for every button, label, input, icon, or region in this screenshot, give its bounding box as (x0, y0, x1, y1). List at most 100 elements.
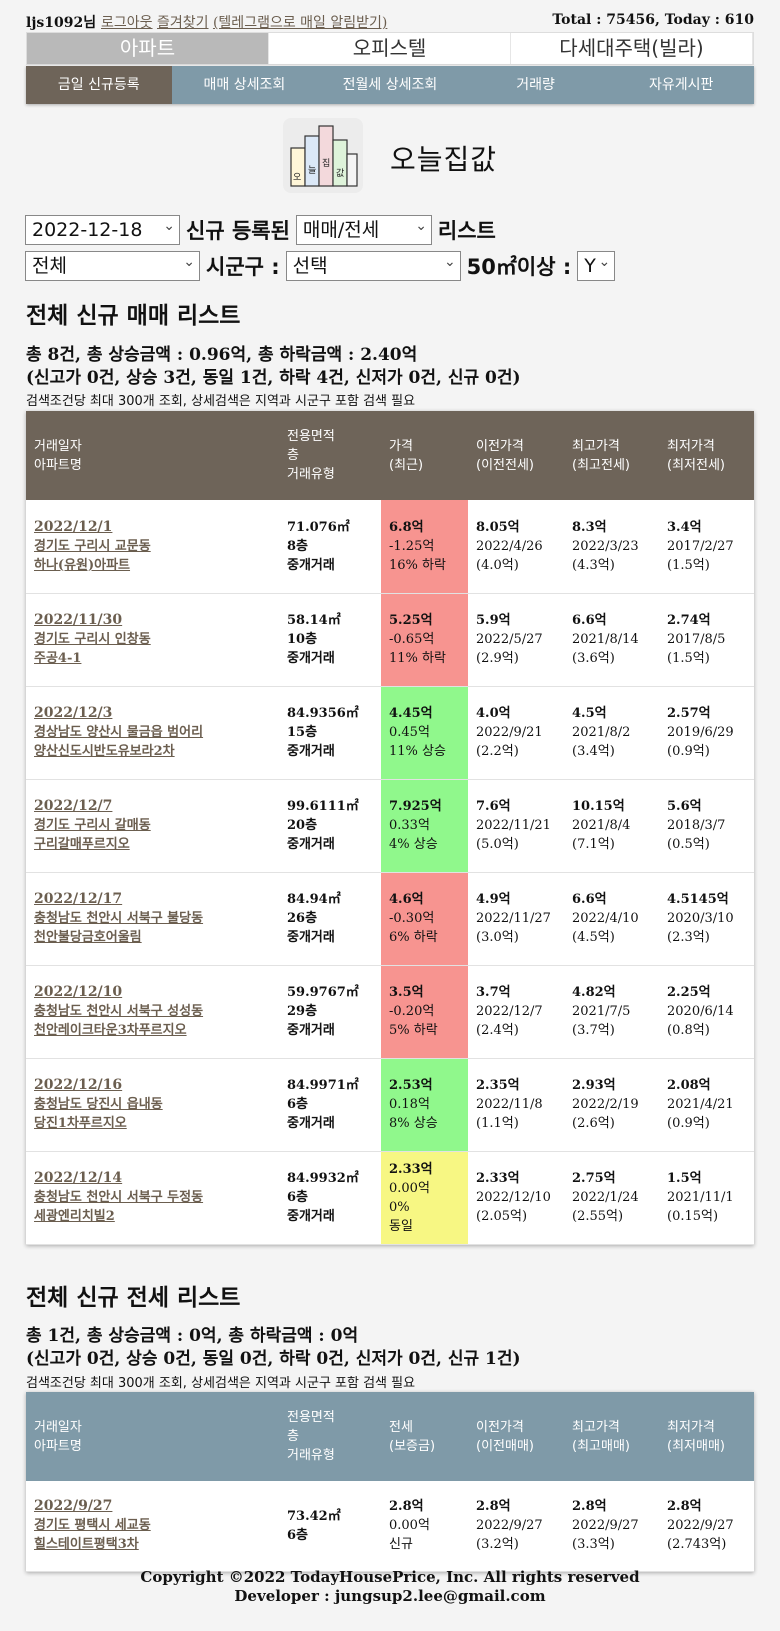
apartment-name-link[interactable]: 하나(유원)아파트 (34, 557, 131, 573)
apartment-name-link[interactable]: 세광엔리치빌2 (34, 1209, 115, 1224)
svg-text:집: 집 (322, 157, 330, 169)
address-link[interactable]: 경상남도 양산시 물금읍 범어리 (34, 725, 204, 740)
cell-line: 4.9억 (476, 892, 511, 907)
menu-board[interactable]: 자유게시판 (648, 77, 714, 93)
header-line: 최고가격 (572, 438, 620, 454)
cell-line: 8.05억 (476, 519, 520, 535)
cell-line: 6층 (287, 1097, 309, 1112)
apartment-name-link[interactable]: 양산신도시반도유보라2차 (34, 744, 175, 759)
cell-line: 4.82억 (572, 985, 616, 1000)
cell-line: 2.33억 (476, 1171, 520, 1186)
sale-summary: 총 8건, 총 상승금액 : 0.96억, 총 하락금액 : 2.40억 (신고… (26, 345, 521, 388)
cell-line: 2022/4/26 (476, 538, 543, 554)
price-cell: 4.6억 -0.30억 6% 하락 (381, 872, 468, 966)
header-line: 거래유형 (287, 1448, 335, 1463)
tab-officetel[interactable]: 오피스텔 (269, 33, 511, 64)
cell-line: 6.6억 (572, 613, 607, 628)
cell-line: (2.6억) (572, 1116, 615, 1131)
cell-line: 5% 하락 (389, 1023, 438, 1038)
cell-line: 0.00억 (389, 1180, 430, 1196)
deal-date-link[interactable]: 2022/12/10 (34, 984, 123, 1000)
menu-sale-search[interactable]: 매매 상세조회 (203, 77, 286, 93)
tab-villa[interactable]: 다세대주택(빌라) (511, 33, 753, 64)
address-link[interactable]: 경기도 평택시 세교동 (34, 1518, 151, 1534)
logo-icon[interactable]: 오 늘 집 값 (283, 118, 363, 193)
address-link[interactable]: 경기도 구리시 인창동 (34, 632, 151, 647)
column-header: 최고가격 (최고전세) (564, 411, 659, 500)
cell-line: 2.57억 (667, 706, 711, 721)
date-select[interactable]: 2022-12-18 (25, 212, 180, 245)
deal-date-link[interactable]: 2022/12/3 (34, 705, 113, 721)
area-floor-cell: 84.9356㎡ 15층 중개거래 (279, 686, 381, 780)
address-link[interactable]: 충청남도 당진시 읍내동 (34, 1097, 163, 1112)
favorites-link[interactable]: 즐겨찾기 (156, 15, 209, 31)
price-cell: 3.5억 -0.20억 5% 하락 (381, 965, 468, 1059)
cell-line: 4.5145억 (667, 892, 729, 907)
low-price-cell: 2.57억 2019/6/29 (0.9억) (659, 686, 754, 780)
cell-line: 2017/8/5 (667, 632, 726, 647)
header-line: 전세 (389, 1419, 413, 1435)
deal-type-select[interactable]: 매매/전세 (295, 212, 432, 245)
cell-line: 26층 (287, 911, 318, 926)
area-floor-cell: 84.94㎡ 26층 중개거래 (279, 872, 381, 966)
cell-line: 71.076㎡ (287, 519, 350, 535)
price-cell: 7.925억 0.33억 4% 상승 (381, 779, 468, 873)
search-filters: 2022-12-18 신규 등록된 매매/전세 리스트 전체 시군구 : 선택 … (25, 212, 765, 286)
cell-line: (2.9억) (476, 651, 519, 666)
deal-date-link[interactable]: 2022/12/16 (34, 1077, 123, 1093)
address-link[interactable]: 경기도 구리시 교문동 (34, 538, 151, 554)
prev-price-cell: 2.8억 2022/9/27 (3.2억) (468, 1481, 564, 1572)
tab-apartment[interactable]: 아파트 (27, 33, 269, 64)
cell-line: 0.00억 (389, 1518, 430, 1534)
region-select[interactable]: 전체 (25, 248, 200, 281)
cell-line: (4.3억) (572, 557, 615, 573)
apartment-name-link[interactable]: 당진1차푸르지오 (34, 1116, 127, 1131)
cell-line: (2.743억) (667, 1537, 727, 1553)
apartment-name-link[interactable]: 힐스테이트평택3차 (34, 1537, 139, 1553)
address-link[interactable]: 충청남도 천안시 서북구 두정동 (34, 1190, 204, 1205)
deal-date-link[interactable]: 2022/12/7 (34, 798, 113, 814)
cell-line: 중개거래 (287, 557, 335, 573)
apartment-name-link[interactable]: 천안레이크타운3차푸르지오 (34, 1023, 187, 1038)
header-line: 전용면적 (287, 1410, 335, 1425)
address-link[interactable]: 충청남도 천안시 서북구 불당동 (34, 911, 204, 926)
menu-new-listings[interactable]: 금일 신규등록 (26, 66, 172, 104)
deal-date-link[interactable]: 2022/12/14 (34, 1170, 123, 1186)
cell-line: 중개거래 (287, 837, 335, 852)
deal-date-link[interactable]: 2022/12/17 (34, 891, 123, 907)
deal-date-link[interactable]: 2022/9/27 (34, 1498, 113, 1515)
apartment-name-link[interactable]: 주공4-1 (34, 651, 82, 666)
logo-text: 오늘집값 (390, 143, 498, 176)
menu-volume[interactable]: 거래량 (516, 77, 555, 93)
address-link[interactable]: 충청남도 천안시 서북구 성성동 (34, 1004, 204, 1019)
label-registered: 신규 등록된 (186, 219, 290, 243)
cell-line: 중개거래 (287, 651, 335, 666)
menu-rent-search[interactable]: 전월세 상세조회 (342, 77, 438, 93)
jeonse-table: 거래일자 아파트명 전용면적 층 거래유형 전세 (보증금) 이전가격 (이전매매) 최고가격 (최… (26, 1392, 754, 1572)
label-list: 리스트 (437, 219, 496, 243)
address-link[interactable]: 경기도 구리시 갈매동 (34, 818, 151, 833)
deal-date-link[interactable]: 2022/11/30 (34, 612, 123, 628)
cell-line: -0.30억 (389, 911, 435, 926)
footer: Copyright ©2022 TodayHousePrice, Inc. Al… (0, 1568, 780, 1606)
cell-line: 2.8억 (476, 1499, 511, 1515)
apartment-name-link[interactable]: 천안불당금호어울림 (34, 930, 142, 945)
sigungu-select[interactable]: 선택 (285, 248, 461, 281)
logout-link[interactable]: 로그아웃 (101, 15, 153, 31)
cell-line: 2022/11/27 (476, 911, 551, 926)
telegram-link[interactable]: (텔레그램으로 매일 알림받기) (212, 15, 388, 31)
area-floor-cell: 84.9932㎡ 6층 중개거래 (279, 1151, 381, 1245)
column-header: 거래일자 아파트명 (26, 1392, 279, 1481)
cell-line: 2021/11/1 (667, 1190, 734, 1205)
cell-line: 0.18억 (389, 1097, 430, 1112)
area-select[interactable]: Y (577, 248, 616, 281)
cell-line: 1.5억 (667, 1171, 702, 1186)
apartment-name-link[interactable]: 구리갈매푸르지오 (34, 837, 130, 852)
cell-line: 5.25억 (389, 613, 433, 628)
deal-date-link[interactable]: 2022/12/1 (34, 518, 113, 535)
table-row: 2022/12/1 경기도 구리시 교문동 하나(유원)아파트 71.076㎡ 8층 중개… (26, 500, 754, 594)
